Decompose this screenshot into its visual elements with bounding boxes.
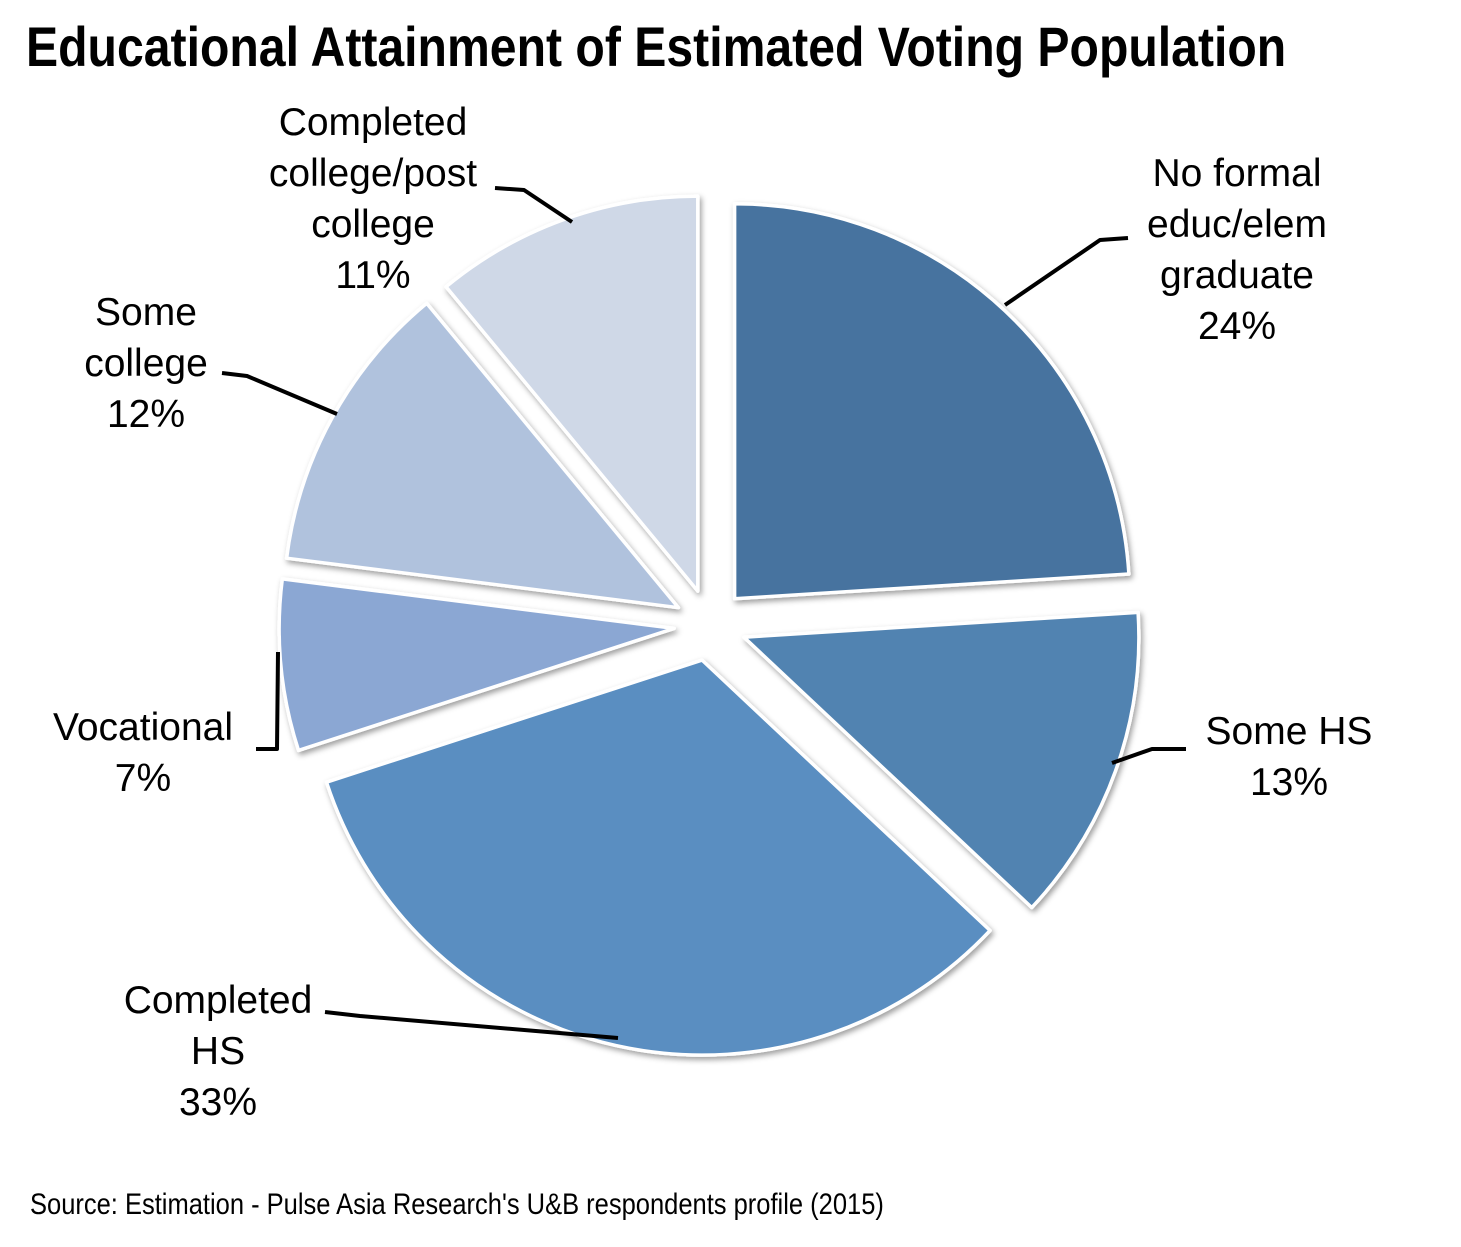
pie-slice-some-hs — [742, 610, 1141, 910]
pie-slice-vocational — [277, 577, 676, 753]
slice-label-some-college: Some college 12% — [84, 291, 208, 436]
leader-lines-group — [221, 186, 1186, 1040]
pie-slice-no-formal-educ-elem-graduate — [732, 202, 1131, 601]
slice-label-some-hs: Some HS 13% — [1205, 710, 1373, 804]
leader-line-no-formal-educ-elem-graduate — [1003, 236, 1129, 307]
leader-line-vocational — [256, 651, 280, 751]
pie-slices-group — [277, 194, 1141, 1057]
pie-slice-some-college — [284, 301, 681, 610]
pie-slice-completed-hs — [324, 658, 992, 1057]
chart-title: Educational Attainment of Estimated Voti… — [26, 15, 1287, 78]
leader-line-completed-college-post-college — [494, 186, 574, 224]
leader-line-some-hs — [1111, 747, 1186, 765]
slice-label-completed-hs: Completed HS 33% — [123, 979, 313, 1124]
leader-line-some-college — [221, 371, 338, 416]
slice-label-vocational: Vocational 7% — [53, 706, 233, 800]
slice-label-completed-college-post-college: Completed college/post college 11% — [268, 101, 478, 297]
pie-slice-completed-college-post-college — [444, 194, 700, 593]
leader-line-completed-hs — [324, 1010, 619, 1040]
source-note: Source: Estimation - Pulse Asia Research… — [30, 1188, 884, 1221]
slice-label-no-formal-educ-elem-graduate: No formal educ/elem graduate 24% — [1147, 152, 1327, 348]
